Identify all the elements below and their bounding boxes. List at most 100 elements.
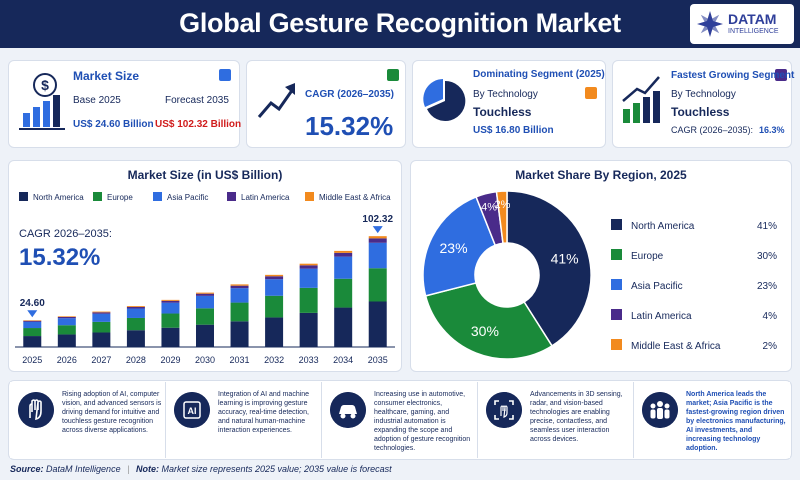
x-tick-label: 2025 [22,355,42,365]
donut-slice [424,282,554,360]
legend-swatch [305,192,314,201]
bar-segment [57,316,76,319]
legend-value: 30% [757,251,777,262]
legend-label: Middle East & Africa [631,341,721,352]
bar-segment [196,292,214,294]
legend-swatch [611,249,622,260]
bar-segment [265,276,284,280]
total-label: 24.60 [20,298,45,309]
bar-segment [23,328,42,337]
insight-icon [486,392,522,428]
card-icon [622,76,660,123]
legend-value: 4% [763,311,778,322]
card-dominating: Dominating Segment (2025) By Technology … [412,60,606,148]
legend-label: Europe [631,251,664,262]
bar-segment [126,317,145,331]
insight: Increasing use in automotive, consumer e… [322,382,478,458]
footer: Source: DataM Intelligence | Note: Marke… [10,464,392,474]
x-tick-label: 2030 [195,355,215,365]
legend-swatch [611,339,622,350]
annotation: CAGR 2026–2035: [19,228,112,240]
bar-segment [126,308,145,318]
x-tick-label: 2034 [333,355,353,365]
bar-segment [368,238,387,243]
legend-value: 23% [757,281,777,292]
legend-swatch [227,192,236,201]
legend-label: Latin America [241,193,290,202]
insight-text: Advancements in 3D sensing, radar, and v… [530,391,623,443]
bar-segment [126,306,145,307]
bar-segment [161,300,180,303]
legend-value: 2% [763,341,778,352]
card-fastest: Fastest Growing Segment By Technology To… [612,60,795,148]
slice-label: 41% [551,250,579,266]
separator: | [127,464,130,474]
card-label: CAGR (2026–2035): [671,125,754,135]
card-title: Fastest Growing Segment [671,70,795,81]
bar-segment [265,317,284,347]
card-marker [585,87,597,99]
card-value: 16.3% [759,125,785,135]
bar-segment [368,242,387,269]
card-subtitle: By Technology [671,89,736,100]
card-title: Market Size [73,69,140,83]
bar-segment [92,313,111,322]
bar-segment [334,307,353,347]
slice-label: 30% [471,323,499,339]
bar-segment [196,295,214,309]
bar-segment [92,332,111,347]
bar-segment [299,268,318,288]
logo-name: DATAM [728,11,777,27]
bar-segment [92,311,111,313]
legend-value: 41% [757,221,777,232]
card-subtitle: By Technology [473,89,538,100]
bar-segment [23,336,42,347]
slice-label: 2% [495,199,511,211]
x-tick-label: 2035 [368,355,388,365]
bar-segment [161,302,180,314]
bar-segment [299,263,318,266]
bar-segment [161,313,180,328]
legend-label: Europe [107,193,133,202]
insight-text: North America leads the market; Asia Pac… [686,391,786,452]
bar-segment [92,321,111,333]
insight: AI Integration of AI and machine learnin… [166,382,322,458]
source-label: Source: [10,464,44,474]
x-tick-label: 2032 [264,355,284,365]
bar-segment [230,302,249,322]
card-title: Dominating Segment (2025) [473,69,605,80]
x-tick-label: 2029 [160,355,180,365]
legend-label: Asia Pacific [631,281,683,292]
bar-segment [368,301,387,347]
legend-label: Asia Pacific [167,193,208,202]
legend-swatch [611,219,622,230]
bar-segment [57,325,76,335]
insight-text: Integration of AI and machine learning i… [218,391,310,434]
card-label: Forecast 2035 [165,95,229,106]
bar-segment [230,285,249,289]
annotation-value: 15.32% [19,244,100,271]
bar-segment [230,321,249,347]
total-marker [372,226,383,234]
source: DataM Intelligence [46,464,121,474]
card-segment: Touchless [473,105,532,119]
legend-label: Latin America [631,311,692,322]
logo-icon [697,11,723,37]
bar-segment [23,320,42,322]
legend-label: North America [33,193,84,202]
insight-text: Increasing use in automotive, consumer e… [374,391,471,452]
card-marker [775,69,787,81]
legend-swatch [19,192,28,201]
insight-icon: AI [174,392,210,428]
card-marker [387,69,399,81]
svg-text:$: $ [41,77,49,93]
icon-label: AI [188,406,197,416]
chart-title: Market Share By Region, 2025 [515,168,687,182]
legend-swatch [611,309,622,320]
total-label: 102.32 [362,214,393,225]
bar-segment [265,279,284,296]
donut-chart: Market Share By Region, 2025 41% North Ame… [422,168,778,360]
card-icon: $ [19,73,65,130]
legend-swatch [93,192,102,201]
